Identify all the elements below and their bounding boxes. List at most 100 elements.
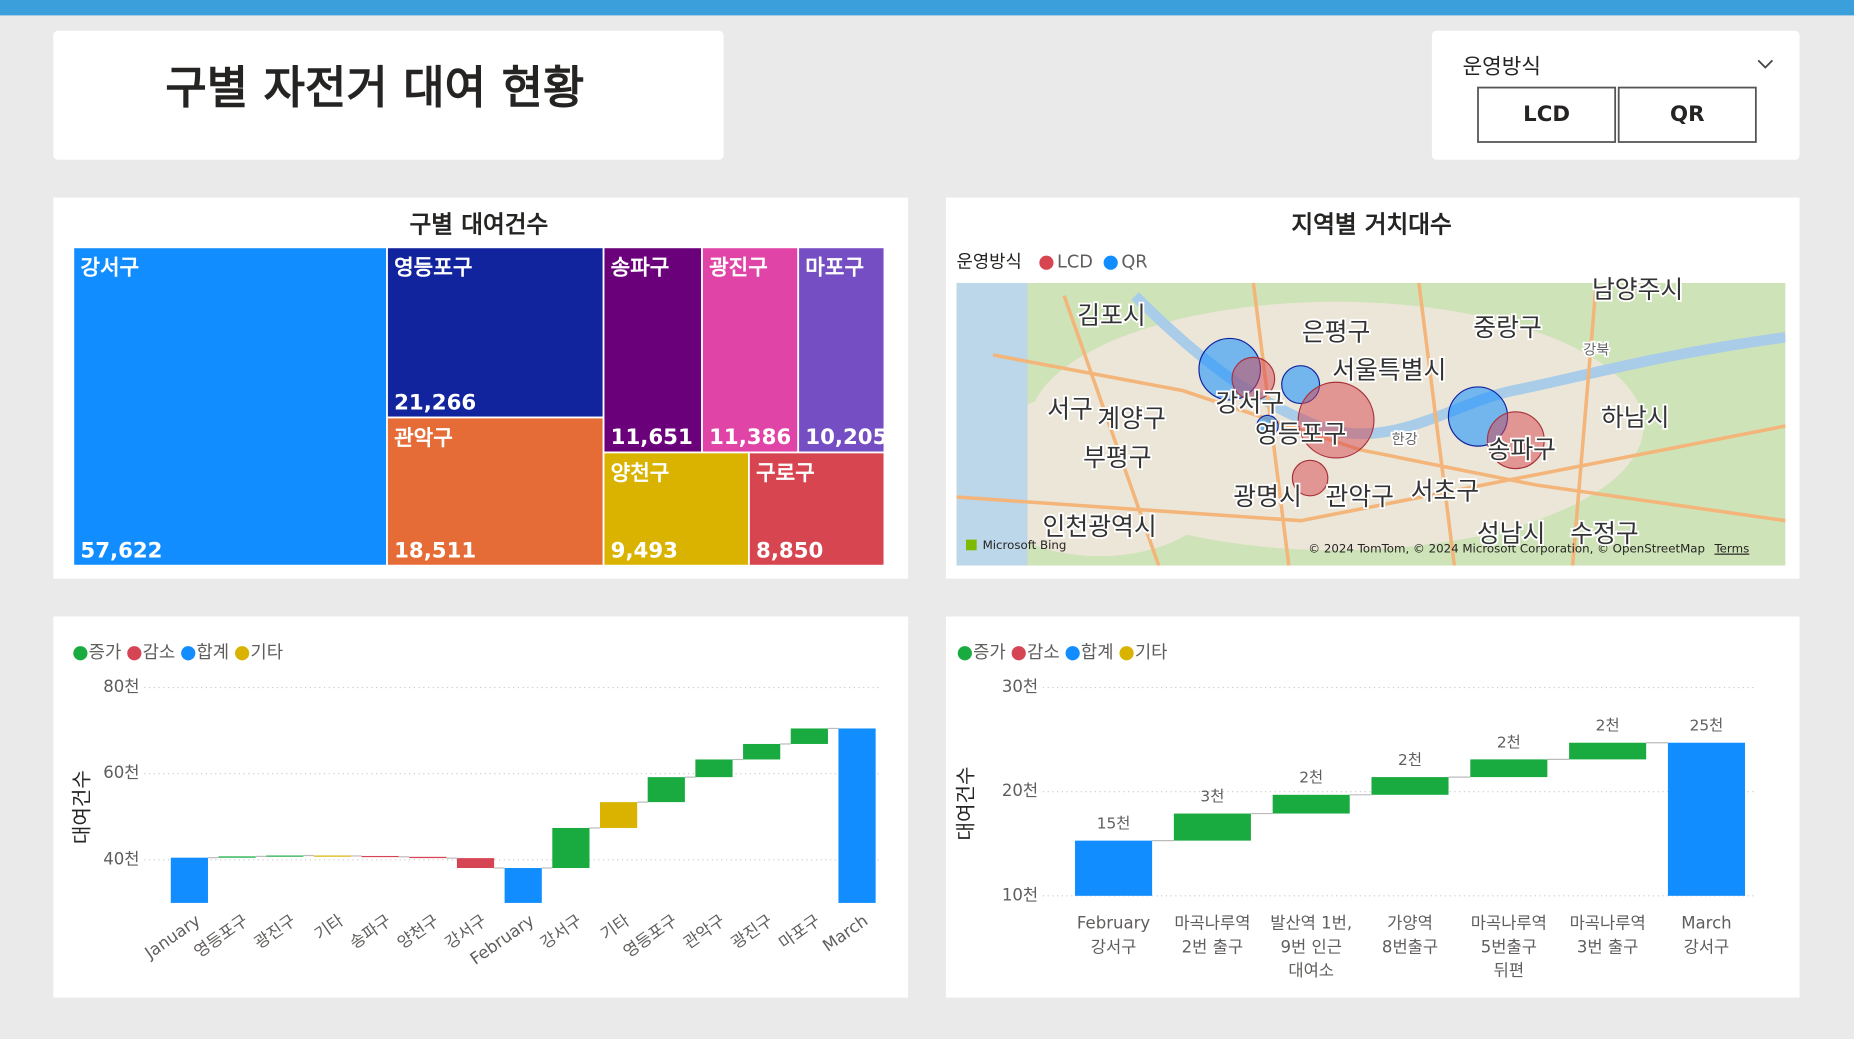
waterfall-bar — [647, 777, 685, 803]
x-tick-label: 8번출구 — [1382, 937, 1438, 956]
tile-label: 광진구 — [709, 256, 768, 281]
map-terms[interactable]: Terms — [1713, 542, 1749, 556]
map-place: 관악구 — [1326, 482, 1395, 511]
tile-value: 8,850 — [756, 538, 823, 563]
waterfall-bar — [1470, 759, 1548, 778]
tile-label: 강서구 — [80, 256, 139, 281]
treemap-tile — [602, 246, 703, 454]
waterfall-bar — [1667, 742, 1745, 896]
map-place: 영등포구 — [1255, 419, 1346, 448]
tile-value: 10,205 — [805, 425, 887, 450]
waterfall-bar — [838, 728, 876, 903]
map-place: 송파구 — [1487, 435, 1556, 464]
waterfall-bar — [1569, 742, 1647, 760]
legend-marker — [1103, 255, 1118, 270]
legend-label: 합계 — [197, 642, 230, 663]
y-axis-title: 대여건수 — [954, 767, 978, 841]
legend-label: 증가 — [89, 642, 122, 663]
map-bubble — [1231, 356, 1276, 401]
x-tick-label: February — [1077, 914, 1150, 933]
waterfall-bar — [1173, 813, 1251, 841]
waterfall-bar — [170, 857, 208, 903]
x-tick-label: 강서구 — [1091, 937, 1137, 956]
map-place: 서초구 — [1411, 476, 1480, 505]
map-bubble — [1256, 414, 1279, 438]
map-place: 부평구 — [1083, 443, 1152, 472]
waterfall-bar — [504, 868, 542, 903]
y-tick-label: 40천 — [103, 849, 139, 868]
slicer-button[interactable] — [1617, 86, 1757, 143]
x-tick-label: 뒤편 — [1494, 961, 1524, 980]
x-tick-label: 마곡나루역 — [1471, 914, 1547, 933]
map-place: 성남시 — [1477, 519, 1546, 548]
y-tick-label: 10천 — [1002, 885, 1038, 904]
data-label: 2천 — [1497, 733, 1521, 751]
waterfall-card — [53, 616, 909, 998]
map-place: 광명시 — [1233, 482, 1302, 511]
legend-label: 합계 — [1081, 642, 1114, 663]
data-label: 25천 — [1690, 717, 1724, 735]
waterfall-bar — [695, 759, 733, 778]
slicer-button[interactable] — [1477, 86, 1617, 143]
tile-value: 21,266 — [394, 390, 476, 415]
waterfall-bar — [266, 855, 304, 857]
waterfall-bar — [1075, 840, 1153, 896]
map-place: 중랑구 — [1473, 313, 1542, 342]
x-tick-label: March — [1681, 914, 1731, 933]
legend-marker — [235, 646, 250, 661]
x-tick-label: 마곡나루역 — [1174, 914, 1250, 933]
treemap-tile — [386, 246, 605, 419]
map-place: 남양주시 — [1592, 275, 1683, 304]
map-urban — [969, 390, 1230, 557]
waterfall-bar — [313, 855, 352, 857]
data-label: 2천 — [1299, 769, 1323, 787]
x-tick-label: 9번 인근 — [1280, 937, 1341, 956]
x-tick-label: 가양역 — [1387, 914, 1433, 933]
tile-label: 송파구 — [611, 256, 670, 281]
waterfall-bar — [790, 728, 828, 744]
legend-marker — [1039, 255, 1054, 270]
tile-label: 마포구 — [805, 256, 864, 281]
legend-marker — [73, 646, 88, 661]
slicer-option[interactable]: LCD — [1523, 102, 1570, 127]
slicer-title: 운영방식 — [1463, 54, 1541, 79]
map-place: 서울특별시 — [1332, 356, 1446, 385]
legend-marker — [1065, 646, 1080, 661]
chart-title: 지역별 거치대수 — [1291, 211, 1451, 239]
treemap-tile — [602, 451, 750, 567]
tile-label: 구로구 — [756, 461, 815, 486]
slicer-chevron[interactable] — [1757, 59, 1774, 69]
map — [956, 282, 1786, 566]
map-bubble — [1486, 411, 1545, 470]
waterfall-bar — [1371, 777, 1449, 795]
x-tick-label: 마곡나루역 — [1570, 914, 1646, 933]
waterfall-bar — [1272, 794, 1350, 814]
legend-marker — [1119, 646, 1134, 661]
x-tick-label: 대여소 — [1288, 961, 1334, 980]
x-tick-label: 2번 출구 — [1182, 937, 1243, 956]
y-tick-label: 20천 — [1002, 781, 1038, 800]
legend-label: 감소 — [1027, 642, 1060, 663]
tile-value: 9,493 — [611, 538, 678, 563]
x-tick-label: 3번 출구 — [1577, 937, 1638, 956]
map-place: 강북 — [1583, 342, 1609, 358]
y-axis-title: 대여건수 — [69, 770, 93, 844]
map-place: 하남시 — [1601, 403, 1670, 432]
data-label: 3천 — [1200, 787, 1224, 805]
map-attribution: © 2024 TomTom, © 2024 Microsoft Corporat… — [1308, 542, 1705, 556]
waterfall-bar — [599, 802, 638, 828]
map-place: 강서구 — [1216, 389, 1285, 418]
map-place: 인천광역시 — [1043, 512, 1157, 541]
data-label: 15천 — [1097, 815, 1131, 833]
data-label: 2천 — [1398, 751, 1422, 769]
tile-value: 18,511 — [394, 538, 476, 563]
map-place: 계양구 — [1097, 404, 1166, 433]
map-place: 서구 — [1047, 395, 1093, 424]
map-place: 수정구 — [1570, 519, 1639, 548]
slicer-option[interactable]: QR — [1670, 102, 1704, 127]
waterfall-bar — [218, 856, 256, 858]
waterfall-bar — [456, 858, 495, 869]
waterfall-bar — [409, 856, 447, 859]
